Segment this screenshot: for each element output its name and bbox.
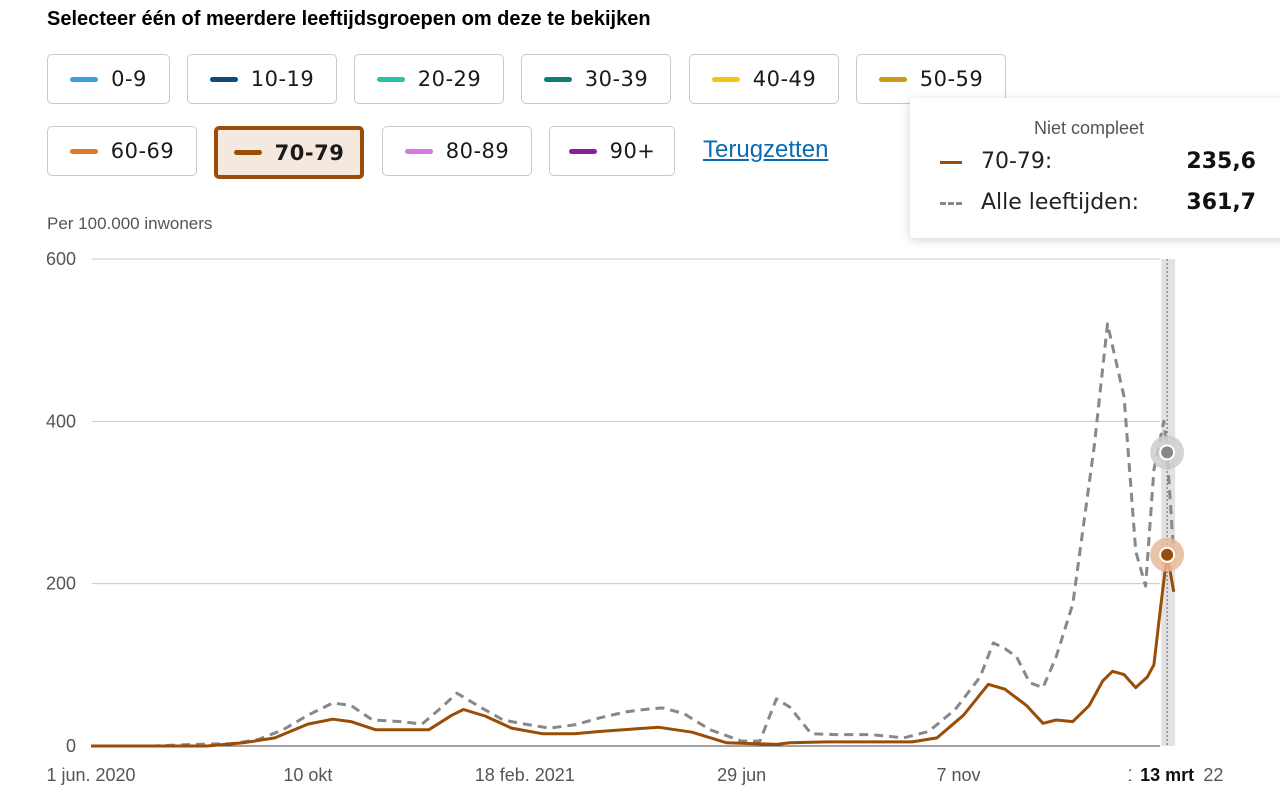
line-swatch-icon [543, 76, 572, 82]
tooltip-label: Alle leeftijden: [981, 190, 1140, 215]
hover-highlight [1161, 259, 1176, 746]
line-swatch-icon [711, 76, 740, 82]
chart-heading: Selecteer één of meerdere leeftijdsgroep… [47, 8, 651, 30]
y-tick-label: 400 [46, 411, 76, 431]
tooltip-title: Niet compleet [1034, 118, 1145, 138]
dashed-line-legend-icon [940, 202, 962, 205]
hover-band [1161, 259, 1176, 746]
x-tick-label: 18 feb. 2021 [475, 765, 575, 785]
data-point-marker [1159, 444, 1176, 461]
age-group-button-60-69[interactable]: 60-69 [47, 126, 197, 176]
data-point-marker [1159, 546, 1176, 563]
age-group-label: 20-29 [417, 67, 482, 91]
y-tick-label: 0 [66, 736, 76, 756]
x-tick-label: 7 nov [937, 765, 981, 785]
y-axis-unit-label: Per 100.000 inwoners [47, 214, 213, 233]
x-tick-label: 29 jun [717, 765, 766, 785]
series-line-alle-leeftijden [91, 322, 1176, 748]
age-group-button-50-59[interactable]: 50-59 [856, 54, 1006, 104]
age-group-button-10-19[interactable]: 10-19 [187, 54, 337, 104]
line-swatch-icon [376, 76, 405, 82]
age-group-label: 40-49 [752, 67, 817, 91]
series-line-70-79 [91, 553, 1176, 748]
x-axis-tick-labels: 1 jun. 2020 10 okt 18 feb. 2021 29 jun 7 nov… [46, 762, 1223, 788]
tooltip-label: 70-79: [981, 149, 1053, 174]
y-tick-label: 600 [46, 249, 76, 269]
reset-link[interactable]: Terugzetten [703, 136, 829, 163]
line-swatch-icon [70, 76, 99, 82]
tooltip-value: 361,7 [1186, 190, 1256, 215]
grid-lines [92, 258, 1160, 747]
age-group-label: 50-59 [919, 67, 984, 91]
age-group-button-70-79[interactable]: 70-79 [214, 126, 364, 179]
age-group-button-0-9[interactable]: 0-9 [47, 54, 170, 104]
x-tick-label: 1 jun. 2020 [46, 765, 135, 785]
line-swatch-icon [404, 148, 433, 154]
age-group-label: 10-19 [250, 67, 315, 91]
chart-series [91, 322, 1176, 748]
age-group-button-40-49[interactable]: 40-49 [689, 54, 839, 104]
age-group-label: 30-39 [584, 67, 649, 91]
age-group-label: 70-79 [274, 140, 345, 165]
age-group-button-30-39[interactable]: 30-39 [521, 54, 671, 104]
line-swatch-icon [568, 148, 597, 154]
age-group-button-20-29[interactable]: 20-29 [354, 54, 504, 104]
age-group-label: 80-89 [445, 139, 510, 163]
age-group-label: 0-9 [111, 67, 147, 91]
age-group-button-80-89[interactable]: 80-89 [382, 126, 532, 176]
line-chart[interactable]: 0 200 400 600 1 jun. 2020 10 okt 18 feb. 2021… [0, 240, 1280, 810]
solid-line-legend-icon [940, 161, 962, 164]
line-swatch-icon [233, 150, 262, 155]
age-group-label: 60-69 [110, 139, 175, 163]
x-tick-label: 10 okt [283, 765, 332, 785]
highlight-date-label: 13 mrt [1140, 765, 1194, 785]
line-swatch-icon [209, 76, 238, 82]
line-swatch-icon [878, 76, 907, 82]
highlight-date-backdrop [1131, 762, 1204, 788]
hover-markers [1150, 435, 1185, 572]
tooltip-value: 235,6 [1186, 149, 1256, 174]
chart-tooltip: Niet compleet 70-79: 235,6 Alle leeftijd… [910, 98, 1280, 238]
age-group-label: 90+ [609, 139, 656, 163]
y-axis-tick-labels: 0 200 400 600 [46, 249, 76, 756]
line-swatch-icon [69, 148, 98, 154]
y-tick-label: 200 [46, 574, 76, 594]
age-group-button-90plus[interactable]: 90+ [549, 126, 675, 176]
